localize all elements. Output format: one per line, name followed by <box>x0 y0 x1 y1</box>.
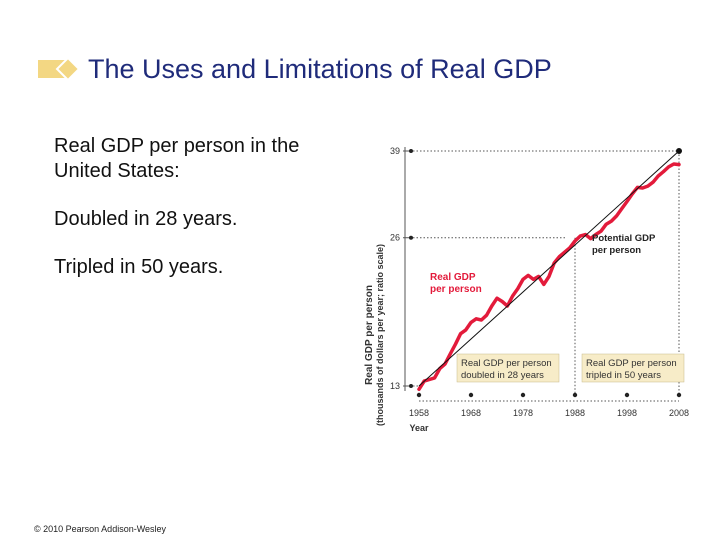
callout-box <box>581 353 685 383</box>
trend-endpoint <box>676 148 682 154</box>
annotation-potential-gdp: Potential GDP per person <box>592 233 658 256</box>
copyright-text: © 2010 Pearson Addison-Wesley <box>34 524 167 534</box>
annotation-real-gdp: Real GDP per person <box>430 272 482 295</box>
y-tick-label: 26 <box>390 233 400 243</box>
x-tick-label: 1988 <box>565 408 585 418</box>
x-tick-dot <box>572 392 578 398</box>
y-tick-label: 39 <box>390 146 400 156</box>
x-tick-dot <box>676 392 682 398</box>
x-tick-dot <box>624 392 630 398</box>
callout-box <box>456 353 560 383</box>
bullet-doubled: Doubled in 28 years. <box>54 208 238 230</box>
x-tick-label: 1958 <box>409 408 429 418</box>
potential-gdp-line <box>418 150 680 387</box>
title-diamond-icon <box>38 56 81 82</box>
y-axis-title: Real GDP per person <box>364 285 375 385</box>
bullet-intro: Real GDP per person in the United States… <box>54 135 300 182</box>
y-axis-subtitle: (thousands of dollars per year; ratio sc… <box>375 244 385 426</box>
callout-text: Real GDP per person doubled in 28 years <box>461 358 552 381</box>
x-tick-dot <box>468 392 474 398</box>
y-tick-dot <box>409 384 413 388</box>
bullet-tripled: Tripled in 50 years. <box>54 256 224 278</box>
slide-title: The Uses and Limitations of Real GDP <box>88 54 552 84</box>
callout-text: Real GDP per person tripled in 50 years <box>586 358 677 381</box>
x-axis-title: Year <box>409 423 429 433</box>
x-tick-label: 1978 <box>513 408 533 418</box>
y-tick-dot <box>409 235 413 240</box>
y-tick-label: 13 <box>390 381 400 391</box>
x-tick-label: 2008 <box>669 408 689 418</box>
x-tick-dot <box>416 392 422 398</box>
y-tick-dot <box>409 149 413 153</box>
x-tick-label: 1968 <box>461 408 481 418</box>
x-tick-label: 1998 <box>617 408 637 418</box>
bullet-list: Real GDP per person in the United States… <box>54 134 344 303</box>
gdp-chart: Real GDP per person (thousands of dollar… <box>364 146 689 433</box>
x-tick-dot <box>520 392 526 398</box>
